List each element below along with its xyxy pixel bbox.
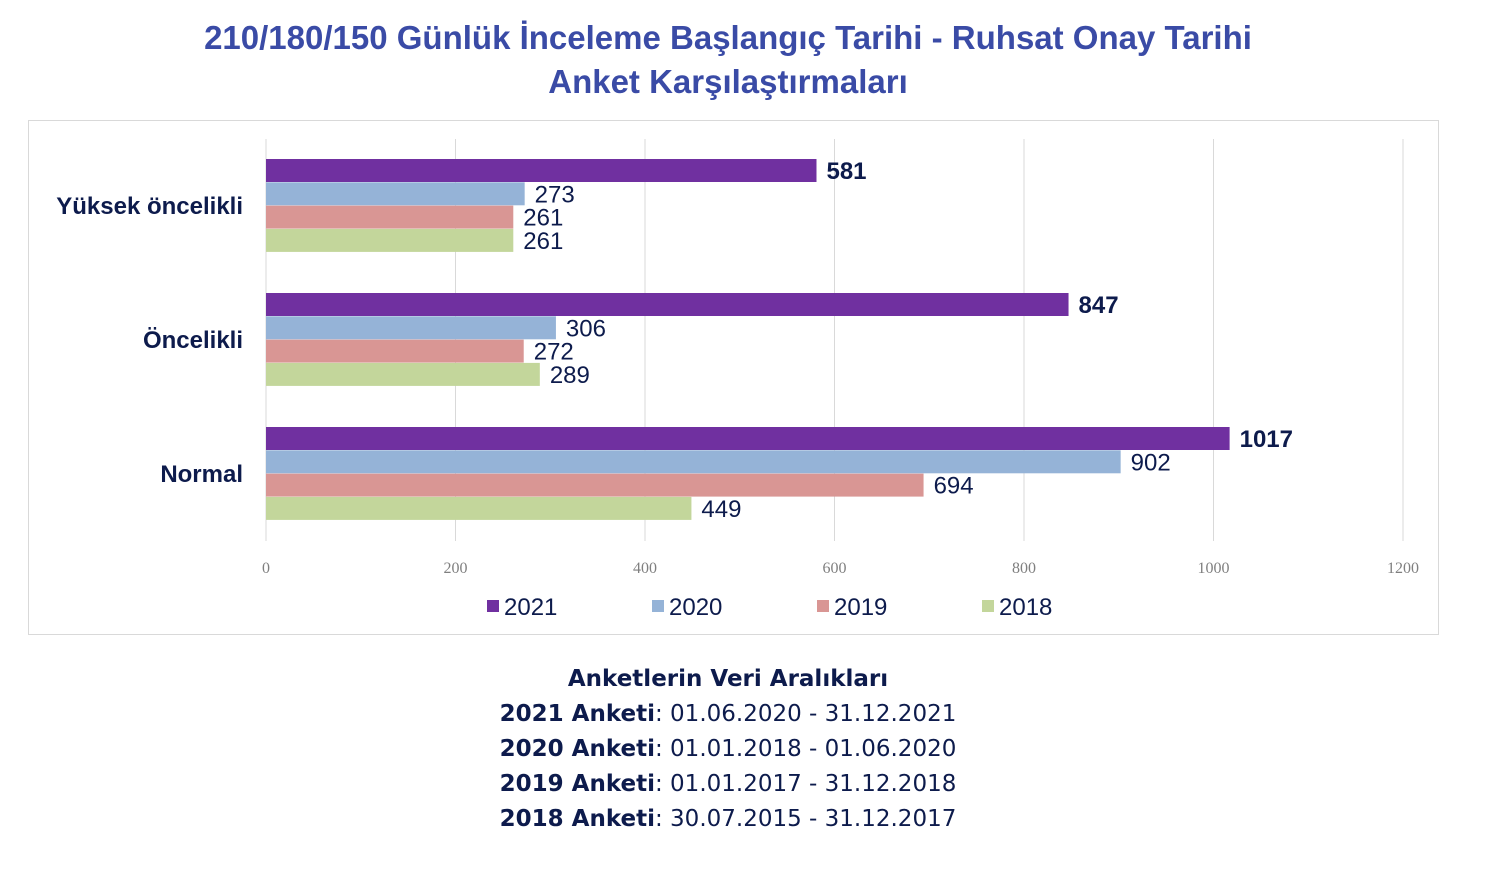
data-ranges-notes: Anketlerin Veri Aralıkları 2021 Anketi: …	[0, 662, 1456, 837]
data-label: 581	[826, 158, 866, 185]
bar	[266, 205, 514, 229]
notes-row: 2019 Anketi: 01.01.2017 - 31.12.2018	[499, 771, 957, 797]
bar-chart: 0 200 400 600 800 1000 1200 Yüksek öncelikli 581…	[56, 139, 1419, 621]
notes-row-range: 30.07.2015 - 31.12.2017	[670, 806, 957, 832]
x-tick-label: 800	[1012, 560, 1036, 577]
data-label: 261	[523, 205, 563, 232]
category-label: Yüksek öncelikli	[56, 193, 243, 220]
notes-row-range: 01.01.2018 - 01.06.2020	[670, 736, 957, 762]
legend-swatch	[652, 600, 664, 612]
data-label: 847	[1079, 292, 1119, 319]
bar	[266, 182, 525, 206]
bar	[266, 159, 817, 182]
x-tick-label: 1000	[1198, 560, 1230, 577]
bar	[266, 427, 1230, 450]
legend-label: 2020	[669, 594, 722, 621]
data-label: 449	[701, 496, 741, 523]
x-tick-label: 1200	[1387, 560, 1419, 577]
chart-title-line-1: 210/180/150 Günlük İnceleme Başlangıç Ta…	[204, 19, 1252, 56]
x-tick-label: 400	[633, 560, 657, 577]
data-label: 289	[550, 362, 590, 389]
bar	[266, 316, 556, 340]
notes-row: 2021 Anketi: 01.06.2020 - 31.12.2021	[499, 701, 957, 727]
data-label: 272	[534, 339, 574, 366]
notes-row: 2018 Anketi: 30.07.2015 - 31.12.2017	[499, 806, 957, 832]
bar	[266, 293, 1069, 316]
notes-row-label: 2021 Anketi	[499, 701, 655, 727]
data-label: 261	[523, 228, 563, 255]
notes-row-label: 2018 Anketi	[499, 806, 655, 832]
bar	[266, 339, 524, 363]
notes-row: 2020 Anketi: 01.01.2018 - 01.06.2020	[499, 736, 957, 762]
data-label: 306	[566, 315, 606, 342]
bar	[266, 496, 692, 520]
legend-swatch	[487, 600, 499, 612]
data-label: 273	[535, 181, 575, 208]
chart-area: 0 200 400 600 800 1000 1200 Yüksek öncelikli 581…	[28, 120, 1439, 635]
data-label: 902	[1131, 449, 1171, 476]
x-tick-label: 0	[262, 560, 270, 577]
legend-swatch	[982, 600, 994, 612]
bar	[266, 450, 1121, 474]
category-label: Öncelikli	[143, 327, 243, 354]
x-tick-label: 200	[444, 560, 468, 577]
notes-row-label: 2020 Anketi	[499, 736, 655, 762]
bar	[266, 228, 514, 252]
notes-heading: Anketlerin Veri Aralıkları	[567, 666, 889, 692]
notes-row-range: 01.06.2020 - 31.12.2021	[670, 701, 957, 727]
x-tick-label: 600	[823, 560, 847, 577]
notes-row-range: 01.01.2017 - 31.12.2018	[670, 771, 957, 797]
chart-title-line-2: Anket Karşılaştırmaları	[548, 63, 908, 100]
legend-label: 2018	[999, 594, 1052, 621]
legend-swatch	[817, 600, 829, 612]
bar	[266, 362, 540, 386]
data-label: 694	[934, 473, 974, 500]
legend-label: 2021	[504, 594, 557, 621]
legend-label: 2019	[834, 594, 887, 621]
bar	[266, 473, 924, 497]
data-label: 1017	[1240, 426, 1293, 453]
notes-row-label: 2019 Anketi	[499, 771, 655, 797]
category-label: Normal	[160, 461, 243, 488]
